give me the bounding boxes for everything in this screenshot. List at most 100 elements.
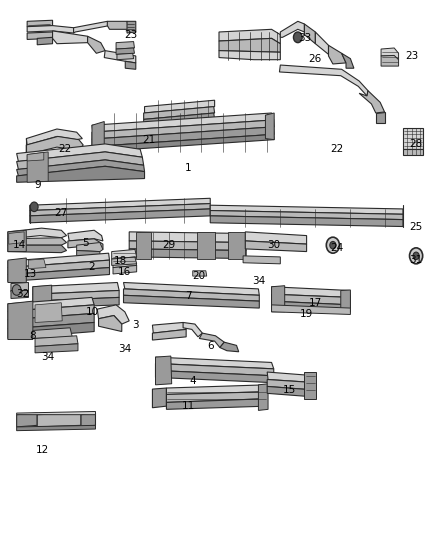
Polygon shape bbox=[342, 53, 354, 68]
Circle shape bbox=[12, 285, 21, 295]
Polygon shape bbox=[228, 232, 245, 259]
Polygon shape bbox=[53, 31, 88, 44]
Polygon shape bbox=[136, 232, 151, 259]
Text: 34: 34 bbox=[118, 344, 131, 354]
Polygon shape bbox=[35, 344, 78, 353]
Polygon shape bbox=[81, 413, 95, 427]
Text: 23: 23 bbox=[124, 30, 137, 39]
Polygon shape bbox=[113, 259, 137, 268]
Text: 14: 14 bbox=[13, 240, 26, 250]
Text: 5: 5 bbox=[82, 238, 89, 247]
Polygon shape bbox=[155, 356, 172, 385]
Polygon shape bbox=[199, 333, 224, 348]
Text: 12: 12 bbox=[36, 446, 49, 455]
Polygon shape bbox=[243, 256, 280, 264]
Polygon shape bbox=[27, 32, 53, 39]
Text: 19: 19 bbox=[300, 310, 313, 319]
Polygon shape bbox=[35, 336, 78, 346]
Text: 17: 17 bbox=[309, 298, 322, 308]
Polygon shape bbox=[97, 305, 129, 324]
Polygon shape bbox=[129, 241, 246, 251]
Text: 8: 8 bbox=[29, 331, 36, 341]
Polygon shape bbox=[17, 413, 37, 427]
Text: 21: 21 bbox=[142, 135, 155, 144]
Text: 32: 32 bbox=[17, 289, 30, 299]
Text: 22: 22 bbox=[58, 144, 71, 154]
Polygon shape bbox=[77, 251, 100, 257]
Polygon shape bbox=[152, 329, 186, 340]
Circle shape bbox=[410, 248, 423, 264]
Polygon shape bbox=[8, 230, 26, 252]
Polygon shape bbox=[26, 136, 83, 155]
Text: 1: 1 bbox=[185, 163, 192, 173]
Polygon shape bbox=[359, 91, 385, 113]
Polygon shape bbox=[245, 241, 307, 252]
Polygon shape bbox=[92, 127, 274, 147]
Polygon shape bbox=[144, 107, 215, 119]
Polygon shape bbox=[272, 301, 350, 312]
Polygon shape bbox=[272, 294, 350, 305]
Polygon shape bbox=[129, 232, 246, 243]
Polygon shape bbox=[92, 134, 274, 152]
Polygon shape bbox=[152, 322, 186, 333]
Polygon shape bbox=[17, 425, 95, 431]
Polygon shape bbox=[30, 209, 210, 223]
Polygon shape bbox=[104, 51, 136, 63]
Polygon shape bbox=[112, 249, 137, 259]
Circle shape bbox=[30, 202, 38, 212]
Polygon shape bbox=[376, 112, 385, 123]
Text: 33: 33 bbox=[298, 34, 311, 43]
Polygon shape bbox=[210, 211, 403, 220]
Polygon shape bbox=[8, 322, 94, 338]
Polygon shape bbox=[144, 113, 215, 126]
Polygon shape bbox=[403, 128, 423, 149]
Text: 9: 9 bbox=[35, 181, 42, 190]
Text: 13: 13 bbox=[24, 270, 37, 279]
Polygon shape bbox=[33, 290, 119, 301]
Polygon shape bbox=[77, 243, 103, 252]
Text: 26: 26 bbox=[308, 54, 321, 63]
Polygon shape bbox=[27, 20, 53, 27]
Text: 2: 2 bbox=[88, 262, 95, 271]
Text: 18: 18 bbox=[114, 256, 127, 266]
Polygon shape bbox=[258, 384, 268, 410]
Polygon shape bbox=[35, 303, 62, 322]
Polygon shape bbox=[219, 29, 280, 44]
Polygon shape bbox=[315, 32, 328, 54]
Polygon shape bbox=[27, 26, 74, 33]
Polygon shape bbox=[8, 313, 94, 329]
Text: 30: 30 bbox=[267, 240, 280, 250]
Polygon shape bbox=[116, 48, 134, 54]
Polygon shape bbox=[112, 257, 137, 265]
Polygon shape bbox=[88, 36, 105, 53]
Text: 3: 3 bbox=[132, 320, 139, 330]
Polygon shape bbox=[68, 239, 103, 249]
Polygon shape bbox=[33, 328, 72, 338]
Polygon shape bbox=[11, 290, 28, 298]
Polygon shape bbox=[8, 301, 33, 340]
Polygon shape bbox=[220, 342, 239, 352]
Polygon shape bbox=[8, 253, 110, 268]
Polygon shape bbox=[17, 166, 145, 182]
Polygon shape bbox=[124, 289, 259, 301]
Polygon shape bbox=[30, 198, 210, 211]
Polygon shape bbox=[27, 152, 48, 182]
Polygon shape bbox=[74, 21, 110, 33]
Text: 25: 25 bbox=[410, 222, 423, 231]
Text: 24: 24 bbox=[331, 243, 344, 253]
Polygon shape bbox=[155, 364, 274, 376]
Polygon shape bbox=[117, 53, 134, 60]
Polygon shape bbox=[17, 144, 142, 161]
Polygon shape bbox=[145, 100, 215, 113]
Polygon shape bbox=[272, 287, 350, 297]
Text: 28: 28 bbox=[410, 139, 423, 149]
Polygon shape bbox=[8, 228, 67, 239]
Circle shape bbox=[330, 241, 336, 249]
Text: 7: 7 bbox=[185, 291, 192, 301]
Text: 29: 29 bbox=[162, 240, 175, 250]
Polygon shape bbox=[8, 268, 110, 281]
Polygon shape bbox=[381, 48, 399, 60]
Polygon shape bbox=[28, 259, 46, 269]
Polygon shape bbox=[328, 45, 346, 64]
Polygon shape bbox=[166, 399, 267, 409]
